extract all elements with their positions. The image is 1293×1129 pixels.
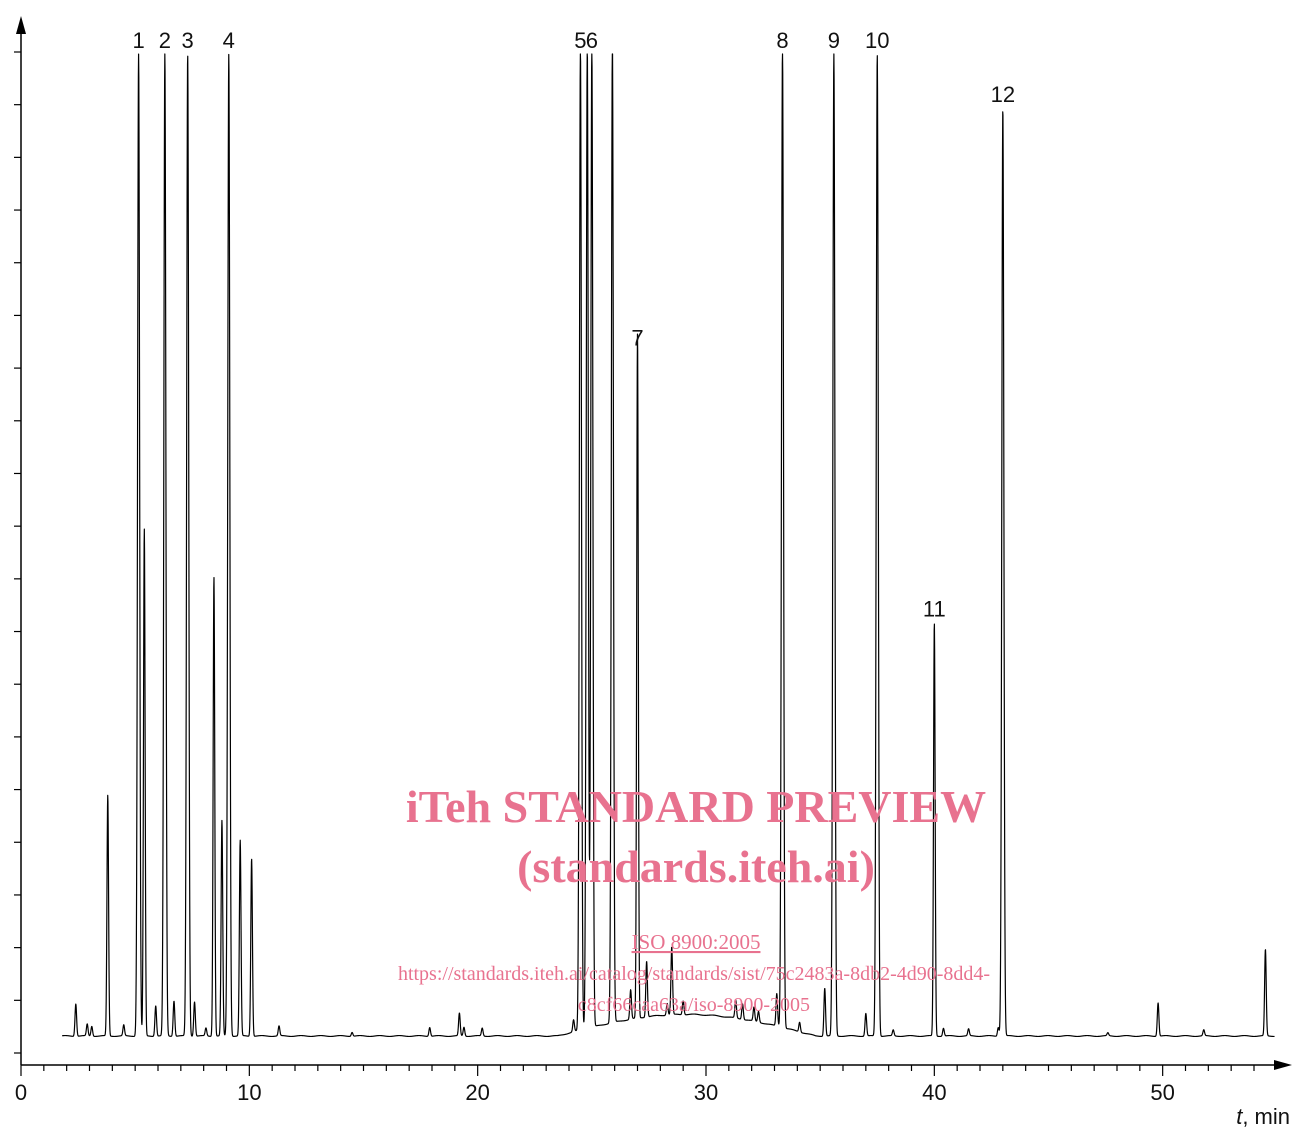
x-tick-label: 20 <box>465 1080 489 1105</box>
x-axis-title-unit: , min <box>1242 1104 1290 1129</box>
peak-label-10: 10 <box>865 28 889 53</box>
peak-label-5: 5 <box>574 28 586 53</box>
peak-label-7: 7 <box>631 326 643 351</box>
x-tick-label: 10 <box>237 1080 261 1105</box>
peak-label-9: 9 <box>828 28 840 53</box>
watermark-title: iTeh STANDARD PREVIEW <box>406 781 986 832</box>
watermark: iTeh STANDARD PREVIEW (standards.iteh.ai… <box>398 781 990 1016</box>
peak-label-4: 4 <box>223 28 235 53</box>
axes <box>16 16 1292 1070</box>
y-axis-arrow <box>16 16 26 34</box>
x-tick-label: 50 <box>1150 1080 1174 1105</box>
chromatogram-trace <box>61 53 1275 1038</box>
peak-label-1: 1 <box>132 28 144 53</box>
x-tick-label: 30 <box>694 1080 718 1105</box>
watermark-url-line2[interactable]: c8cf66caa63a/iso-8900-2005 <box>578 994 810 1016</box>
peak-label-11: 11 <box>923 597 946 622</box>
y-ticks <box>14 51 21 1054</box>
watermark-doc-link[interactable]: ISO 8900:2005 <box>632 930 761 954</box>
peak-label-8: 8 <box>776 28 788 53</box>
peak-label-12: 12 <box>991 82 1015 107</box>
x-tick-label: 0 <box>15 1080 27 1105</box>
peak-label-3: 3 <box>182 28 194 53</box>
peak-label-2: 2 <box>159 28 171 53</box>
watermark-subtitle: (standards.iteh.ai) <box>517 841 875 892</box>
peak-label-6: 6 <box>586 28 598 53</box>
watermark-url-line1[interactable]: https://standards.iteh.ai/catalog/standa… <box>398 963 990 985</box>
x-axis-title: t, min <box>1236 1104 1290 1129</box>
x-axis-arrow <box>1274 1060 1292 1070</box>
x-ticks: 0 10 20 30 40 50 <box>15 1065 1255 1105</box>
x-tick-label: 40 <box>922 1080 946 1105</box>
x-axis-title-symbol: t <box>1236 1104 1243 1129</box>
